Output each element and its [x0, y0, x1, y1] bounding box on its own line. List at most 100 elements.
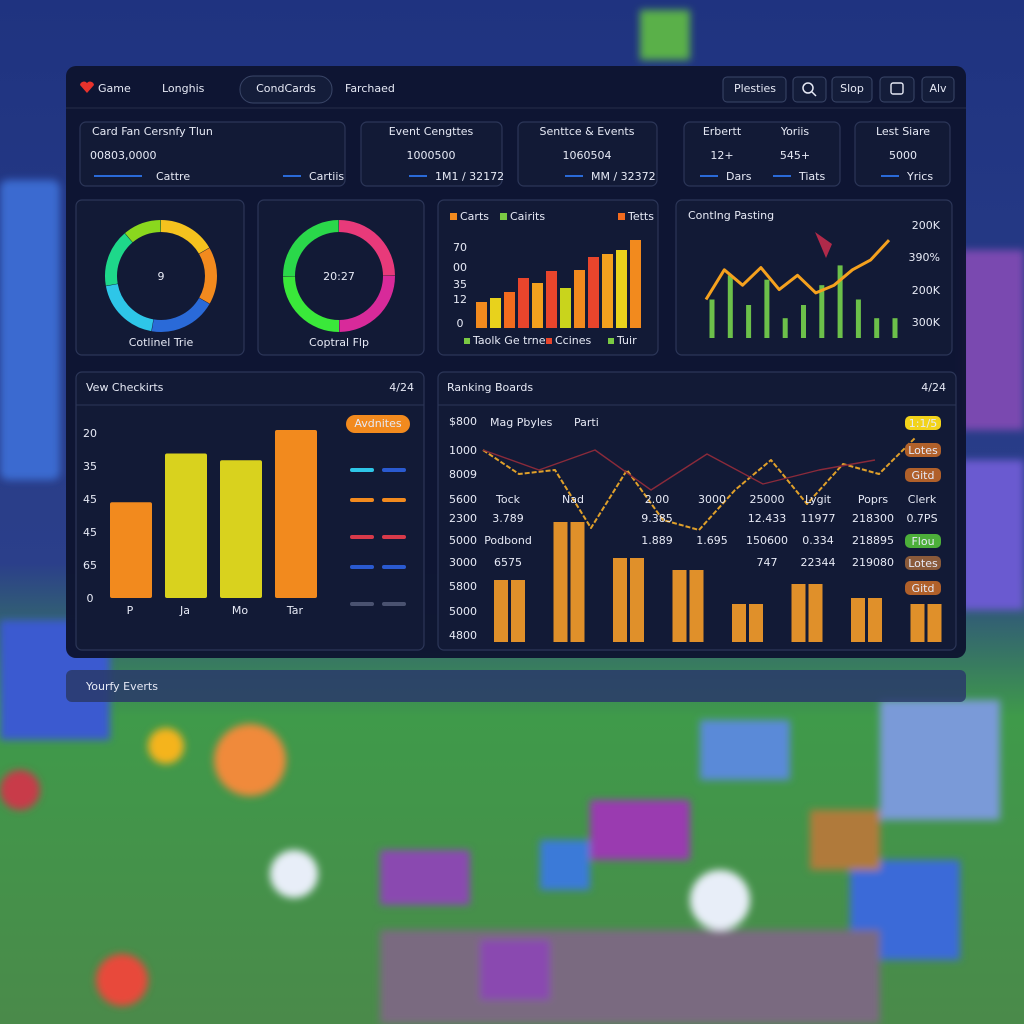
- trend-line: [704, 239, 891, 301]
- axis-label: 65: [83, 559, 97, 572]
- legend-label: Ccines: [555, 334, 592, 347]
- filter-button[interactable]: [346, 415, 410, 433]
- bar: [749, 604, 763, 642]
- menu-icon: [890, 82, 904, 95]
- bar: [689, 570, 704, 642]
- nav-item[interactable]: Farchaed: [345, 82, 395, 95]
- gauge-ring: [125, 220, 161, 243]
- search-icon: [811, 91, 817, 97]
- nav-action[interactable]: Alv: [929, 82, 947, 95]
- stat-sub: 1M1 / 32172: [435, 170, 504, 183]
- nav-pill[interactable]: [239, 75, 333, 104]
- x-tick-label: Tar: [286, 604, 304, 617]
- bar: [746, 305, 752, 338]
- axis-label: 300K: [912, 316, 941, 329]
- legend-swatches: [350, 468, 406, 606]
- game-scene: [0, 10, 1024, 1024]
- axis-label: 200K: [912, 284, 941, 297]
- axis-label: 8009: [449, 468, 477, 481]
- panel-date: 4/24: [389, 381, 414, 394]
- line-panel: [675, 199, 953, 356]
- button-frame[interactable]: [831, 76, 873, 103]
- arrow-marker: [815, 232, 832, 258]
- axis-label: 5000: [449, 534, 477, 547]
- axis-label: 4800: [449, 629, 477, 642]
- stat-card: [360, 121, 503, 187]
- gauge-ring: [283, 220, 339, 277]
- legend-swatch: [608, 338, 614, 344]
- axis-label: 0: [87, 592, 94, 605]
- status-pill: [905, 443, 941, 457]
- gauge-value: 20:27: [323, 270, 355, 283]
- status-pill: [905, 556, 941, 570]
- axis-label: 35: [83, 460, 97, 473]
- nav-action[interactable]: Plesties: [734, 82, 776, 95]
- gauge-ring: [283, 276, 340, 332]
- bar: [709, 299, 715, 338]
- nav-action[interactable]: Slop: [840, 82, 864, 95]
- axis-label: 70: [453, 241, 467, 254]
- axis-label: 00: [453, 261, 467, 274]
- table-cell: 0.334: [802, 534, 834, 547]
- axis-label: 3000: [449, 556, 477, 569]
- legend-swatch: [450, 213, 457, 220]
- status-label: Gitd: [912, 469, 935, 482]
- footer-title: Yourfy Everts: [85, 680, 158, 693]
- bar: [837, 265, 843, 338]
- gauge-label: Coptral Flp: [309, 336, 369, 349]
- bar: [630, 558, 644, 642]
- bar: [553, 522, 568, 642]
- axis-label: 12: [453, 293, 467, 306]
- stat-value: 00803,0000: [90, 149, 156, 162]
- gauge-ring: [105, 283, 154, 332]
- nav-item[interactable]: CondCards: [256, 82, 316, 95]
- table-header: Clerk: [908, 493, 937, 506]
- table-header: 3000: [698, 493, 726, 506]
- gauge-ring: [198, 248, 217, 304]
- search-button[interactable]: [792, 76, 827, 103]
- legend-label: Mag Pbyles: [490, 416, 553, 429]
- table-cell: 218300: [852, 512, 894, 525]
- table-header: Tock: [495, 493, 521, 506]
- axis-label: 5000: [449, 605, 477, 618]
- button-frame[interactable]: [722, 76, 787, 103]
- stat-label: Erbertt: [703, 125, 742, 138]
- filter-label[interactable]: Avdnites: [354, 417, 401, 430]
- bar: [504, 292, 515, 328]
- menu-button[interactable]: [879, 76, 915, 103]
- bar: [490, 298, 501, 328]
- stat-label: Senttce & Events: [540, 125, 635, 138]
- nav-item[interactable]: Longhis: [162, 82, 205, 95]
- legend-label: Cairits: [510, 210, 545, 223]
- axis-label: 5600: [449, 493, 477, 506]
- stat-label: Lest Siare: [876, 125, 930, 138]
- legend-swatch: [464, 338, 470, 344]
- stat-value: 5000: [889, 149, 917, 162]
- stat-value: 12+: [710, 149, 733, 162]
- axis-label: 45: [83, 526, 97, 539]
- status-label: Flou: [911, 535, 934, 548]
- bar: [764, 279, 770, 338]
- axis-label: 0: [457, 317, 464, 330]
- axis-label: 200K: [912, 219, 941, 232]
- status-pill: [905, 534, 941, 548]
- stat-sub: Cartiis: [309, 170, 344, 183]
- axis-label: 390%: [909, 251, 940, 264]
- bar: [874, 318, 880, 338]
- table-cell: 219080: [852, 556, 894, 569]
- table-header: Poprs: [858, 493, 888, 506]
- search-icon: [802, 82, 814, 94]
- bar: [851, 598, 865, 642]
- panel-title: Contlng Pasting: [688, 209, 774, 222]
- stat-card: [517, 121, 658, 187]
- bar: [570, 522, 585, 642]
- legend-swatch: [546, 338, 552, 344]
- table-cell: 1.889: [641, 534, 673, 547]
- button-frame[interactable]: [921, 76, 955, 103]
- legend-label: Tuir: [616, 334, 637, 347]
- bar: [630, 240, 641, 328]
- trend-line: [482, 437, 916, 531]
- bar: [819, 285, 825, 338]
- gauge-ring: [160, 220, 210, 254]
